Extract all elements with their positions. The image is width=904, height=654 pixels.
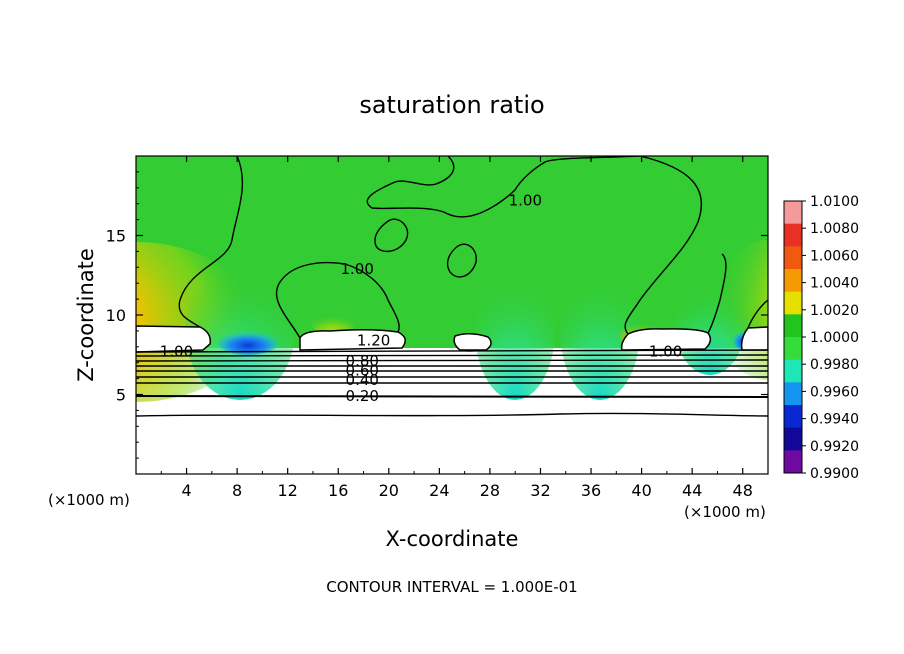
colorbar-label: 0.9960 xyxy=(810,384,859,400)
cloud-region-5 xyxy=(740,326,768,351)
colorbar-swatch xyxy=(784,201,802,225)
contour-label: 1.00 xyxy=(160,343,193,361)
x-tick-label: 24 xyxy=(429,481,449,500)
cloud-region-3 xyxy=(453,333,492,351)
contour-label: 0.60 xyxy=(346,362,379,380)
y-tick-label: 15 xyxy=(106,227,126,246)
colorbar-swatch xyxy=(784,382,802,406)
contour-label: 0.40 xyxy=(346,371,379,389)
x-tick-label: 28 xyxy=(480,481,500,500)
colorbar-label: 0.9980 xyxy=(810,357,859,373)
contour-label: 1.00 xyxy=(509,192,542,210)
x-tick-label: 40 xyxy=(631,481,651,500)
cloud-region-1 xyxy=(136,325,212,353)
dry-spot-1 xyxy=(218,331,278,355)
x-axis: 4 8 12 16 20 24 28 32 36 40 44 48 xyxy=(160,156,753,500)
colorbar-swatch xyxy=(784,314,802,338)
cool-plume-3 xyxy=(560,260,640,400)
colorbar-swatch xyxy=(784,337,802,361)
y-axis: 5 10 15 xyxy=(106,171,768,459)
colorbar-swatch xyxy=(784,291,802,315)
cool-plume-1 xyxy=(185,260,295,400)
colorbar-label: 1.0080 xyxy=(810,221,859,237)
cool-plume-2 xyxy=(475,260,555,400)
x-tick-label: 4 xyxy=(181,481,191,500)
x-axis-title: X-coordinate xyxy=(386,527,519,551)
chart-title: saturation ratio xyxy=(359,91,544,119)
contour-label: 1.20 xyxy=(357,331,390,349)
cloud-region-2 xyxy=(299,328,406,351)
x-tick-label: 32 xyxy=(530,481,550,500)
x-tick-label: 8 xyxy=(232,481,242,500)
colorbar-label: 0.9920 xyxy=(810,439,859,455)
contour-label: 0.20 xyxy=(346,387,379,405)
colorbar-label: 1.0020 xyxy=(810,303,859,319)
colorbar-swatch xyxy=(784,450,802,474)
x-tick-label: 12 xyxy=(278,481,298,500)
colorbar-swatch xyxy=(784,246,802,270)
x-unit-label-right: (×1000 m) xyxy=(684,503,766,521)
colorbar-swatch xyxy=(784,269,802,293)
colorbar-label: 0.9900 xyxy=(810,466,859,482)
contour-label: 0.80 xyxy=(346,352,379,370)
plot-area: 1.00 1.00 1.00 1.00 1.20 0.800.600.400.20 xyxy=(136,156,768,474)
colorbar-label: 1.0000 xyxy=(810,330,859,346)
colorbar-swatch xyxy=(784,223,802,247)
x-unit-label-left: (×1000 m) xyxy=(48,491,130,509)
colorbar-swatch xyxy=(784,359,802,383)
colorbar-label: 1.0060 xyxy=(810,248,859,264)
x-tick-label: 16 xyxy=(328,481,348,500)
y-tick-label: 10 xyxy=(106,306,126,325)
contour-label: 1.00 xyxy=(340,260,373,278)
contour-label: 1.00 xyxy=(649,343,682,361)
colorbar-swatch xyxy=(784,427,802,451)
x-tick-label: 36 xyxy=(581,481,601,500)
contour-interval-note: CONTOUR INTERVAL = 1.000E-01 xyxy=(326,578,577,596)
colorbar-label: 1.0100 xyxy=(810,194,859,210)
colorbar-label: 0.9940 xyxy=(810,412,859,428)
colorbar-label: 1.0040 xyxy=(810,276,859,292)
y-tick-label: 5 xyxy=(116,386,126,405)
y-axis-title: Z-coordinate xyxy=(74,248,98,382)
x-tick-label: 20 xyxy=(379,481,399,500)
x-tick-label: 44 xyxy=(682,481,702,500)
x-tick-label: 48 xyxy=(733,481,753,500)
colorbar: 1.0100 1.0080 1.0060 1.0040 1.0020 1.0000 0.99… xyxy=(783,194,859,482)
colorbar-swatch xyxy=(784,405,802,429)
cloud-region-4 xyxy=(620,328,712,351)
moist-spot-1 xyxy=(311,308,355,336)
